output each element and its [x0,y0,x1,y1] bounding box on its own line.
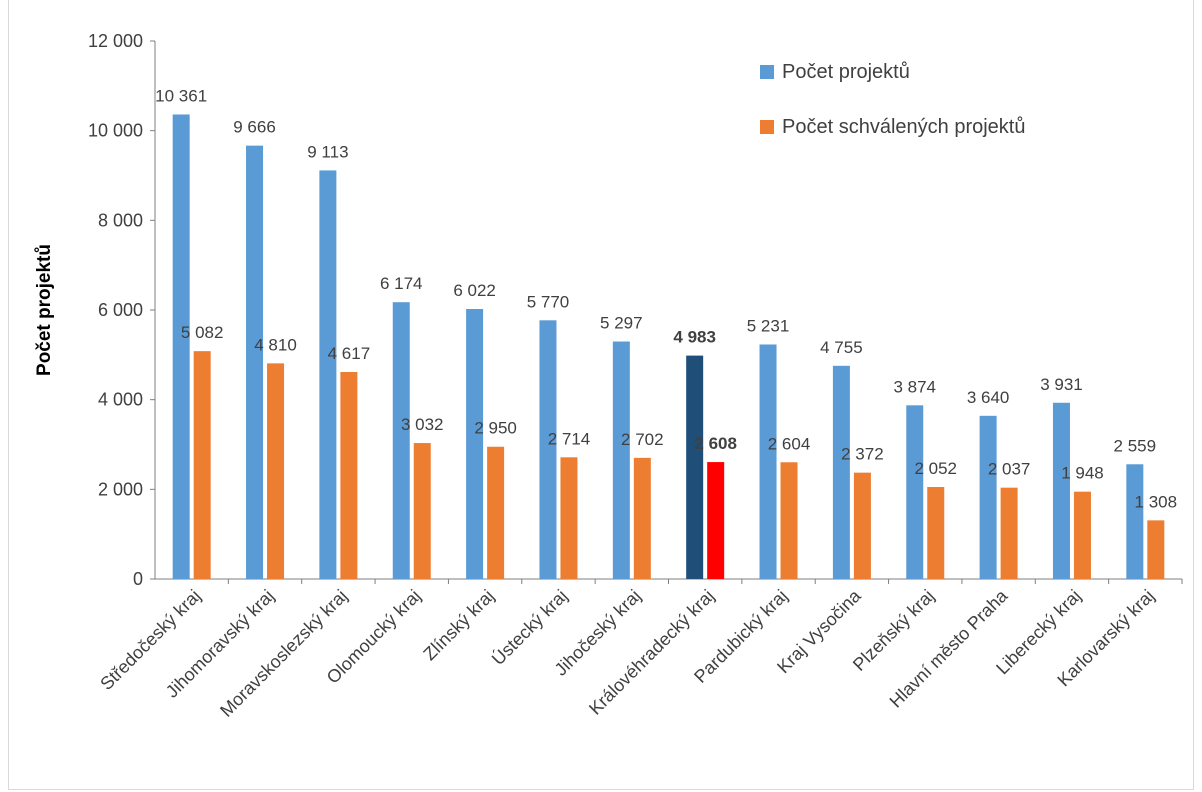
bar-projects-0 [172,114,190,579]
y-tick-label: 4 000 [98,390,143,410]
data-label-approved-12: 1 948 [1061,464,1104,483]
data-label-approved-0: 5 082 [181,323,224,342]
data-label-approved-3: 3 032 [401,415,444,434]
y-tick-label: 8 000 [98,210,143,230]
data-label-projects-11: 3 640 [967,388,1010,407]
data-label-approved-5: 2 714 [548,429,591,448]
bar-approved-2 [340,372,358,579]
bar-projects-8 [759,344,777,579]
bar-approved-11 [1000,487,1018,579]
bar-approved-4 [487,446,505,579]
data-label-projects-12: 3 931 [1040,375,1083,394]
y-tick-label: 2 000 [98,479,143,499]
bar-approved-13 [1147,520,1165,579]
bar-projects-10 [906,405,924,579]
data-label-approved-9: 2 372 [841,445,884,464]
data-label-approved-4: 2 950 [474,419,517,438]
data-label-projects-10: 3 874 [893,377,936,396]
data-label-approved-2: 4 617 [328,344,371,363]
data-label-approved-10: 2 052 [914,459,957,478]
data-label-projects-3: 6 174 [380,274,423,293]
data-label-projects-4: 6 022 [453,281,496,300]
bar-projects-1 [246,145,264,580]
bar-approved-1 [267,363,285,579]
bar-approved-5 [560,457,578,579]
legend-swatch-series-2 [760,120,774,134]
data-label-approved-6: 2 702 [621,430,664,449]
y-tick-label: 6 000 [98,300,143,320]
legend-item-series-1: Počet projektů [760,58,1025,86]
data-label-projects-5: 5 770 [527,292,570,311]
x-tick-label: Zlínský kraj [419,586,497,664]
data-label-approved-7: 2 608 [694,434,737,453]
bar-projects-11 [979,415,997,579]
legend-swatch-series-1 [760,65,774,79]
x-tick-label: Moravskoslezský kraj [216,586,351,721]
y-tick-label: 0 [133,569,143,589]
data-label-approved-13: 1 308 [1135,492,1178,511]
bar-approved-3 [413,443,431,579]
data-label-approved-8: 2 604 [768,434,811,453]
bar-projects-7 [686,355,704,579]
legend-item-series-2: Počet schválených projektů [760,113,1025,141]
data-label-approved-11: 2 037 [988,460,1031,479]
data-label-projects-6: 5 297 [600,314,643,333]
bar-approved-8 [780,462,798,579]
bar-projects-3 [392,302,410,579]
bar-approved-6 [633,457,651,579]
bar-approved-7 [707,462,725,579]
bar-projects-9 [832,365,850,579]
bar-approved-0 [193,351,211,579]
data-label-projects-9: 4 755 [820,338,863,357]
legend-label-series-2: Počet schválených projektů [782,115,1026,138]
data-label-projects-0: 10 361 [155,86,207,105]
data-label-projects-7: 4 983 [673,328,716,347]
bar-approved-12 [1073,491,1091,579]
legend-label-series-1: Počet projektů [782,60,910,83]
bar-projects-6 [612,341,630,579]
x-tick-label: Královéhradecký kraj [585,586,718,719]
bar-approved-10 [927,487,945,579]
bar-projects-4 [466,309,484,579]
y-axis-label: Počet projektů [34,244,55,376]
bar-projects-13 [1126,464,1144,579]
data-label-approved-1: 4 810 [254,335,297,354]
data-label-projects-1: 9 666 [233,118,276,137]
data-label-projects-13: 2 559 [1114,436,1157,455]
y-tick-label: 12 000 [88,31,143,51]
data-label-projects-8: 5 231 [747,316,790,335]
legend: Počet projektů Počet schválených projekt… [760,58,1025,168]
bar-approved-9 [853,472,871,579]
bar-projects-12 [1052,402,1070,579]
data-label-projects-2: 9 113 [307,142,348,161]
y-tick-label: 10 000 [88,121,143,141]
bar-projects-2 [319,170,337,579]
bar-projects-5 [539,320,557,579]
